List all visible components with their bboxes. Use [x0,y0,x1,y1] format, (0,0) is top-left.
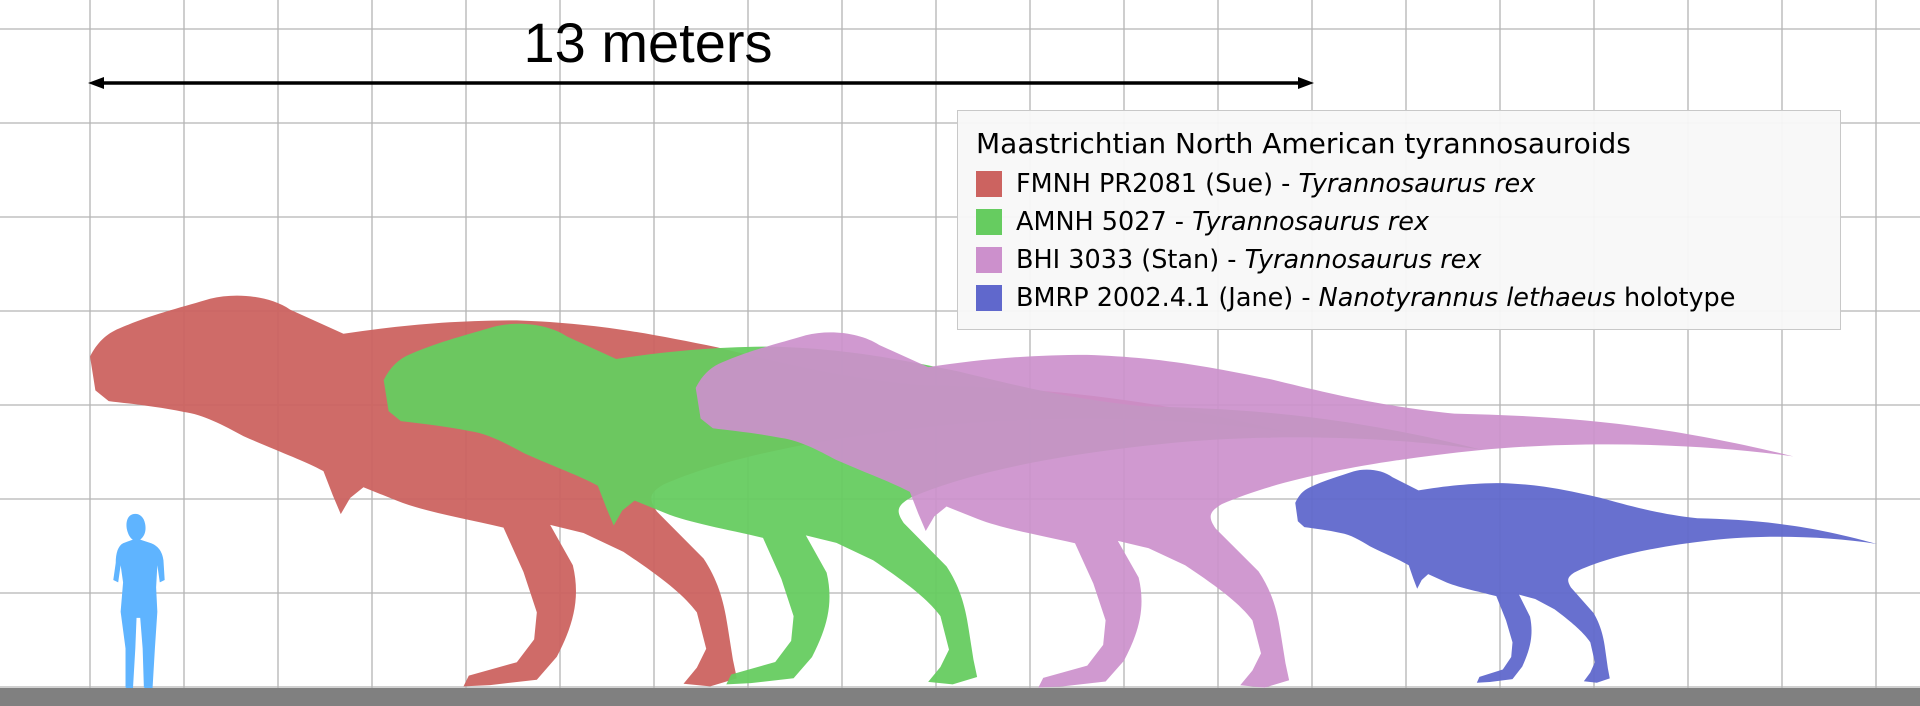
legend-suffix: holotype [1615,283,1736,313]
legend-species: Tyrannosaurus rex [1244,245,1482,275]
legend: Maastrichtian North American tyrannosaur… [957,110,1841,330]
legend-specimen: BMRP 2002.4.1 (Jane) - [1016,283,1319,313]
legend-item: AMNH 5027 - Tyrannosaurus rex [976,203,1840,241]
legend-swatch [976,171,1002,197]
scale-label: 13 meters [523,11,773,74]
legend-species: Tyrannosaurus rex [1192,207,1429,237]
legend-title: Maastrichtian North American tyrannosaur… [976,127,1631,160]
legend-item: BMRP 2002.4.1 (Jane) - Nanotyrannus leth… [976,279,1840,317]
legend-species: Nanotyrannus lethaeus [1318,283,1616,313]
human-silhouette [113,513,165,691]
legend-swatch [976,209,1002,235]
legend-swatch [976,247,1002,273]
ground [0,688,1920,706]
legend-species: Tyrannosaurus rex [1298,169,1536,199]
legend-item: FMNH PR2081 (Sue) - Tyrannosaurus rex [976,165,1840,203]
legend-specimen: AMNH 5027 - [1016,207,1193,237]
legend-swatch [976,285,1002,311]
legend-specimen: FMNH PR2081 (Sue) - [1016,169,1299,199]
legend-specimen: BHI 3033 (Stan) - [1016,245,1245,275]
legend-item: BHI 3033 (Stan) - Tyrannosaurus rex [976,241,1840,279]
